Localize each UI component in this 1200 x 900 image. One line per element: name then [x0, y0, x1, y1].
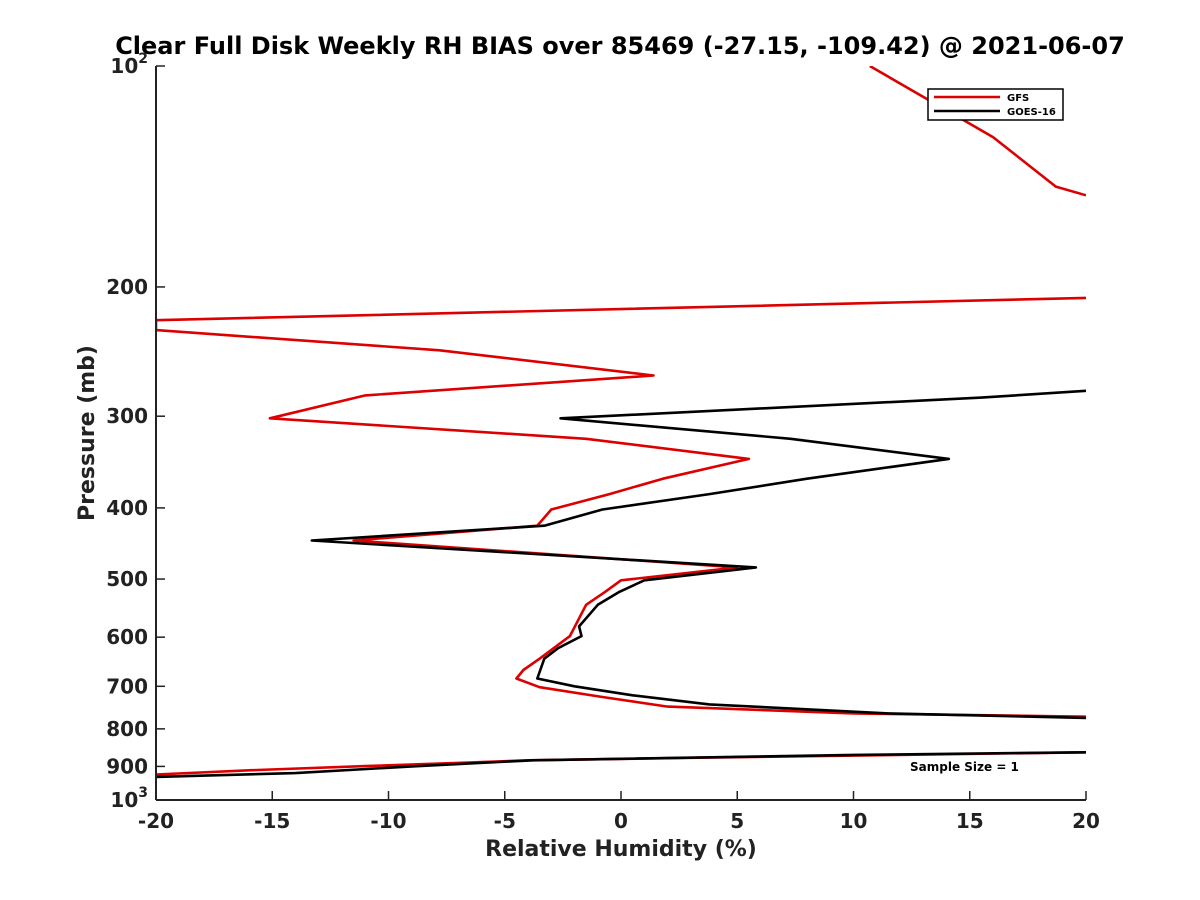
x-tick-label: -5 [494, 809, 516, 833]
x-ticks: -20 -15 -10 -5 0 5 10 15 20 [138, 791, 1100, 833]
x-tick-label: 10 [840, 809, 868, 833]
x-tick-label: -10 [370, 809, 406, 833]
chart-title: Clear Full Disk Weekly RH BIAS over 8546… [115, 32, 1125, 60]
y-tick-label: 800 [106, 717, 148, 741]
legend-label-goes16: GOES-16 [1007, 107, 1056, 118]
sample-size-annotation: Sample Size = 1 [910, 760, 1019, 774]
y-tick-label: 200 [106, 275, 148, 299]
y-tick-label: 900 [106, 754, 148, 778]
y-tick-label: 103 [110, 785, 148, 812]
y-tick-label: 700 [106, 674, 148, 698]
legend-label-gfs: GFS [1007, 93, 1029, 104]
x-axis-label: Relative Humidity (%) [485, 837, 757, 862]
x-tick-label: 0 [614, 809, 628, 833]
series-layer [156, 66, 1086, 779]
x-tick-label: -15 [254, 809, 290, 833]
x-tick-label: 5 [730, 809, 744, 833]
y-ticks: 102 200 300 400 500 600 700 800 900 103 [106, 51, 165, 812]
y-tick-label: 300 [106, 404, 148, 428]
y-tick-label: 600 [106, 625, 148, 649]
y-tick-label: 500 [106, 567, 148, 591]
series-line-gfs [156, 66, 1086, 776]
y-tick-label: 400 [106, 496, 148, 520]
legend-box [927, 88, 1064, 121]
legend: GFS GOES-16 [927, 88, 1064, 121]
x-tick-label: 15 [956, 809, 984, 833]
plot-frame [156, 66, 1086, 800]
x-tick-label: 20 [1072, 809, 1100, 833]
y-axis-label: Pressure (mb) [75, 345, 100, 521]
series-line-goes16 [156, 389, 1086, 779]
y-tick-label: 102 [110, 51, 148, 78]
x-tick-label: -20 [138, 809, 174, 833]
